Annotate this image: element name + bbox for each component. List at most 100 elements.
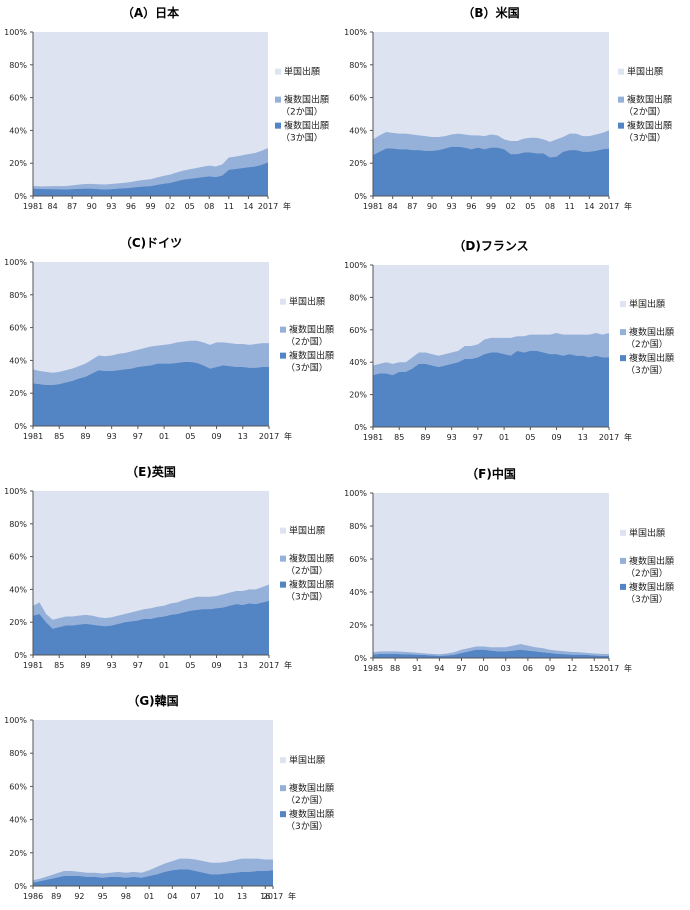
x-tick-label: 84 <box>47 202 57 211</box>
legend-label-multi2-sub: （2か国） <box>286 795 328 806</box>
x-tick-label: 13 <box>237 892 247 901</box>
x-tick-label: 88 <box>390 664 400 673</box>
x-tick-label: 87 <box>407 202 417 211</box>
y-tick-label: 0% <box>354 423 367 432</box>
x-tick-label: 89 <box>80 661 90 670</box>
legend-label-multi2: 複数国出願 <box>289 782 334 794</box>
legend-swatch-multi3 <box>620 355 626 362</box>
legend-swatch-multi3 <box>280 352 286 359</box>
y-tick-label: 20% <box>349 159 367 168</box>
y-tick-label: 0% <box>14 882 27 891</box>
area-multi-2 <box>373 130 609 158</box>
x-tick-label: 01 <box>159 661 169 670</box>
area-multi-3 <box>373 649 609 658</box>
x-tick-label: 96 <box>466 202 476 211</box>
y-tick-label: 0% <box>14 192 27 201</box>
x-tick-label: 08 <box>204 202 214 211</box>
x-tick-label: 12 <box>567 664 577 673</box>
legend-swatch-single <box>620 301 626 308</box>
legend-swatch-multi2 <box>280 326 286 333</box>
area-multi-2 <box>33 340 269 385</box>
chart-title: （B）米国 <box>462 5 519 20</box>
x-tick-label: 1981 <box>23 661 43 670</box>
x-tick-label: 99 <box>486 202 496 211</box>
x-tick-label: 09 <box>211 661 221 670</box>
x-tick-label: 1981 <box>363 202 383 211</box>
x-tick-label: 16 <box>260 892 270 901</box>
legend-label-multi2-sub: （2か国） <box>286 337 328 348</box>
y-tick-label: 60% <box>349 326 367 335</box>
legend-label-single: 単国出願 <box>629 298 665 310</box>
x-tick-label: 11 <box>565 202 575 211</box>
legend-label-multi3: 複数国出願 <box>289 579 334 591</box>
legend-label-multi2-sub: （2か国） <box>281 107 323 118</box>
y-tick-label: 60% <box>9 782 27 791</box>
chart-title: （E)英国 <box>126 464 176 479</box>
chart-panel-5: （F)中国 0% 20% 40% 60% 80% 100% 1985 88 91 94 97 00 03 0… <box>344 466 674 673</box>
legend-swatch-single <box>280 527 286 534</box>
area-single <box>373 493 609 658</box>
legend-label-multi2: 複数国出願 <box>629 555 674 567</box>
legend-swatch-multi3 <box>620 583 626 590</box>
legend-swatch-multi3 <box>280 811 286 818</box>
chart-panel-4: （E)英国 0% 20% 40% 60% 80% 100% 1981 85 89 93 97 01 05 0… <box>4 464 334 670</box>
area-multi-2 <box>33 584 269 629</box>
y-tick-label: 40% <box>9 356 27 365</box>
legend-label-single: 単国出願 <box>284 66 320 78</box>
legend-label-single: 単国出願 <box>629 527 665 539</box>
x-tick-label: 04 <box>167 892 177 901</box>
area-multi-3 <box>33 162 268 196</box>
y-tick-label: 100% <box>4 716 27 725</box>
legend-label-multi3: 複数国出願 <box>284 120 329 132</box>
legend-swatch-multi2 <box>620 557 626 564</box>
legend-label-multi2-sub: （2か国） <box>626 339 668 350</box>
x-tick-label: 14 <box>584 202 594 211</box>
x-tick-label: 03 <box>501 664 511 673</box>
x-unit-label: 年 <box>624 201 632 211</box>
legend-label-single: 単国出願 <box>289 296 325 308</box>
x-unit-label: 年 <box>284 660 292 670</box>
y-tick-label: 80% <box>9 61 27 70</box>
x-tick-label: 05 <box>185 432 195 441</box>
y-tick-label: 100% <box>344 261 367 270</box>
legend-label-multi2-sub: （2か国） <box>624 107 666 118</box>
area-multi-2 <box>33 858 273 883</box>
legend-label-multi3: 複数国出願 <box>629 352 674 364</box>
legend-swatch-multi2 <box>275 96 281 103</box>
y-tick-label: 100% <box>4 487 27 496</box>
x-tick-label: 09 <box>211 432 221 441</box>
y-tick-label: 40% <box>349 126 367 135</box>
legend-label-multi2: 複数国出願 <box>284 94 329 106</box>
y-tick-label: 20% <box>9 159 27 168</box>
y-tick-label: 60% <box>349 555 367 564</box>
x-tick-label: 1985 <box>363 664 383 673</box>
x-unit-label: 年 <box>283 201 291 211</box>
x-tick-label: 09 <box>545 664 555 673</box>
area-multi-3 <box>373 146 609 196</box>
chart-title: （F)中国 <box>466 466 516 481</box>
x-tick-label: 1981 <box>23 432 43 441</box>
y-tick-label: 20% <box>9 849 27 858</box>
chart-panel-0: （A）日本 0% 20% 40% 60% 80% 100% 1981 84 87 90 93 96 99 0… <box>4 5 329 211</box>
legend-label-multi3-sub: （3か国） <box>624 133 666 144</box>
y-tick-label: 40% <box>9 816 27 825</box>
x-tick-label: 11 <box>224 202 234 211</box>
x-tick-label: 13 <box>578 433 588 442</box>
x-tick-label: 85 <box>54 432 64 441</box>
legend-label-multi2: 複数国出願 <box>289 324 334 336</box>
x-tick-label: 96 <box>126 202 136 211</box>
x-tick-label: 97 <box>133 661 143 670</box>
legend-label-multi3: 複数国出願 <box>627 120 672 132</box>
y-tick-label: 40% <box>9 585 27 594</box>
area-multi-2 <box>373 333 609 376</box>
x-tick-label: 02 <box>165 202 175 211</box>
x-unit-label: 年 <box>284 431 292 441</box>
y-tick-label: 60% <box>9 324 27 333</box>
x-tick-label: 1981 <box>23 202 43 211</box>
legend-swatch-multi2 <box>280 555 286 562</box>
x-tick-label: 10 <box>214 892 224 901</box>
x-tick-label: 98 <box>121 892 131 901</box>
x-tick-label: 89 <box>420 433 430 442</box>
area-multi-3 <box>33 869 273 886</box>
legend-swatch-multi3 <box>280 581 286 588</box>
